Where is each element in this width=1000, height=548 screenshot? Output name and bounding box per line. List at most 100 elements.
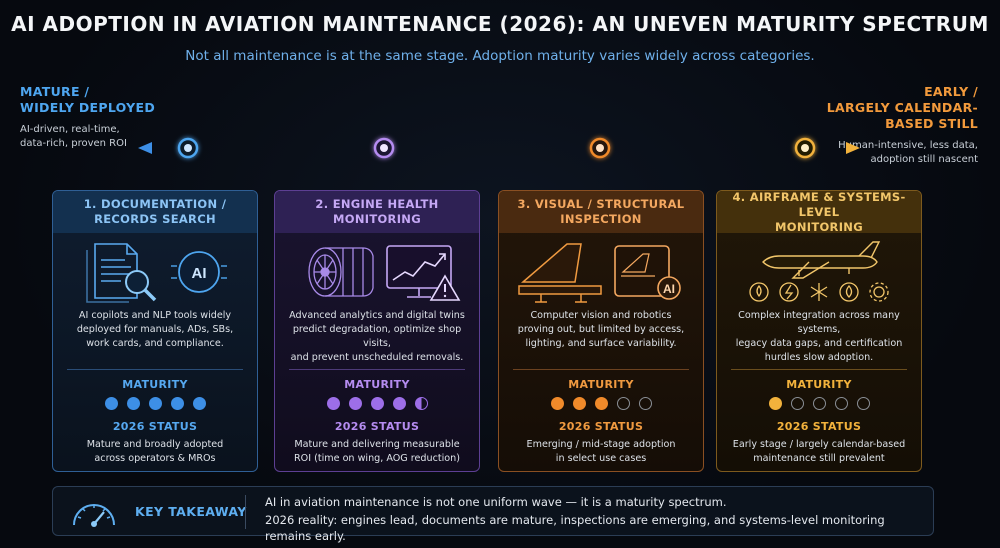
airplane-icon	[762, 241, 881, 279]
arrow-right-head	[846, 142, 860, 154]
maturity-dot	[414, 397, 428, 410]
maturity-dot	[812, 397, 826, 410]
status-text: Emerging / mid-stage adoption in select …	[499, 438, 703, 466]
left-desc-line1: AI-driven, real-time,	[20, 124, 120, 135]
desc-line: work cards, and compliance.	[86, 338, 224, 349]
divider	[731, 369, 907, 370]
maturity-dots	[53, 397, 257, 411]
status-text: Mature and delivering measurable ROI (ti…	[275, 438, 479, 466]
status-line: in select use cases	[555, 453, 647, 464]
status-label: 2026 STATUS	[558, 420, 644, 433]
takeaway-line1: AI in aviation maintenance is not one un…	[265, 495, 727, 509]
gear-icon	[869, 282, 889, 302]
aircraft-tail-icon	[518, 243, 602, 303]
status-label: 2026 STATUS	[334, 420, 420, 433]
card-illustration: AI	[499, 233, 703, 309]
maturity-label: MATURITY	[122, 378, 188, 391]
card-description: Advanced analytics and digital twins pre…	[275, 309, 479, 367]
desc-line: Computer vision and robotics	[530, 310, 672, 321]
desc-line: deployed for manuals, ADs, SBs,	[76, 324, 234, 335]
spectrum-left-label: MATURE / WIDELY DEPLOYED AI-driven, real…	[20, 84, 170, 151]
maturity-dot	[834, 397, 848, 410]
maturity-dots	[717, 397, 921, 411]
key-takeaway-panel: KEY TAKEAWAY AI in aviation maintenance …	[52, 486, 934, 543]
maturity-label: MATURITY	[568, 378, 634, 391]
maturity-dot	[550, 397, 564, 410]
right-desc-line2: adoption still nascent	[870, 154, 978, 165]
left-label: MATURE / WIDELY DEPLOYED	[20, 84, 170, 116]
fuel-icon	[749, 282, 769, 302]
maturity-dot	[170, 397, 184, 410]
card-title: 4. AIRFRAME & SYSTEMS-LEVEL MONITORING	[717, 190, 921, 234]
maturity-dot	[594, 397, 608, 410]
card-illustration: AI	[53, 233, 257, 309]
desc-line: legacy data gaps, and certification	[735, 338, 903, 349]
status-label: 2026 STATUS	[776, 420, 862, 433]
desc-line: predict degradation, optimize shop visit…	[292, 324, 462, 349]
maturity-label: MATURITY	[786, 378, 852, 391]
card-description: AI copilots and NLP tools widely deploye…	[53, 309, 257, 367]
card-visual-inspection: 3. VISUAL / STRUCTURAL INSPECTION AI	[498, 190, 704, 472]
card-title-line1: 4. AIRFRAME & SYSTEMS-LEVEL	[732, 190, 906, 219]
status-line: across operators & MROs	[94, 453, 216, 464]
card-title: 1. DOCUMENTATION / RECORDS SEARCH	[53, 191, 257, 233]
maturity-dot	[392, 397, 406, 410]
card-title-line1: 1. DOCUMENTATION /	[83, 197, 227, 211]
maturity-dot	[104, 397, 118, 410]
node-4-core	[801, 144, 809, 152]
divider	[67, 369, 243, 370]
snowflake-icon	[810, 283, 828, 301]
maturity-dot	[790, 397, 804, 410]
maturity-dot	[370, 397, 384, 410]
left-description: AI-driven, real-time, data-rich, proven …	[20, 123, 170, 151]
card-description: Complex integration across many systems,…	[717, 309, 921, 367]
right-label-line1: EARLY /	[924, 84, 978, 99]
right-desc-line1: Human-intensive, less data,	[838, 140, 978, 151]
maturity-dot	[126, 397, 140, 410]
speedometer-icon	[73, 504, 115, 527]
spectrum-right-label: EARLY / LARGELY CALENDAR- BASED STILL Hu…	[808, 84, 978, 167]
card-illustration	[717, 233, 921, 309]
ai-text: AI	[192, 265, 207, 282]
desc-line: Advanced analytics and digital twins	[289, 310, 465, 321]
status-line: Emerging / mid-stage adoption	[526, 439, 676, 450]
status-line: Mature and delivering measurable	[294, 439, 460, 450]
desc-line: Complex integration across many systems,	[738, 310, 900, 335]
left-label-line2: WIDELY DEPLOYED	[20, 100, 156, 115]
hydraulic-icon	[839, 282, 859, 302]
magnifier-icon	[125, 270, 157, 302]
node-3-core	[596, 144, 604, 152]
warning-icon	[429, 274, 461, 301]
card-title-line2: RECORDS SEARCH	[94, 212, 216, 226]
status-line: maintenance still prevalent	[753, 453, 885, 464]
status-line: ROI (time on wing, AOG reduction)	[294, 453, 460, 464]
status-text: Mature and broadly adopted across operat…	[53, 438, 257, 466]
desc-line: lighting, and surface variability.	[525, 338, 677, 349]
node-2-core	[380, 144, 388, 152]
divider	[513, 369, 689, 370]
key-takeaway-label: KEY TAKEAWAY	[135, 504, 247, 519]
card-title: 3. VISUAL / STRUCTURAL INSPECTION	[499, 191, 703, 233]
maturity-label: MATURITY	[344, 378, 410, 391]
maturity-spectrum-arrow	[138, 137, 860, 159]
electric-icon	[779, 282, 799, 302]
right-label-line2: LARGELY CALENDAR-	[826, 100, 978, 115]
card-title-line2: MONITORING	[775, 219, 863, 234]
right-label-line3: BASED STILL	[885, 116, 978, 131]
node-1-core	[184, 144, 192, 152]
maturity-dots	[499, 397, 703, 411]
desc-line: proving out, but limited by access,	[517, 324, 685, 335]
arrow-left-head	[138, 142, 152, 154]
ai-chip-icon: AI	[171, 251, 227, 293]
left-desc-line2: data-rich, proven ROI	[20, 138, 127, 149]
trend-monitor-icon	[386, 245, 452, 298]
takeaway-divider	[245, 495, 246, 529]
takeaway-line2: 2026 reality: engines lead, documents ar…	[265, 513, 885, 543]
page-subtitle: Not all maintenance is at the same stage…	[185, 48, 815, 64]
maturity-dot	[768, 397, 782, 410]
right-label: EARLY / LARGELY CALENDAR- BASED STILL	[808, 84, 978, 132]
divider	[289, 369, 465, 370]
status-text: Early stage / largely calendar-based mai…	[717, 438, 921, 466]
maturity-dot	[616, 397, 630, 410]
right-description: Human-intensive, less data, adoption sti…	[808, 139, 978, 167]
